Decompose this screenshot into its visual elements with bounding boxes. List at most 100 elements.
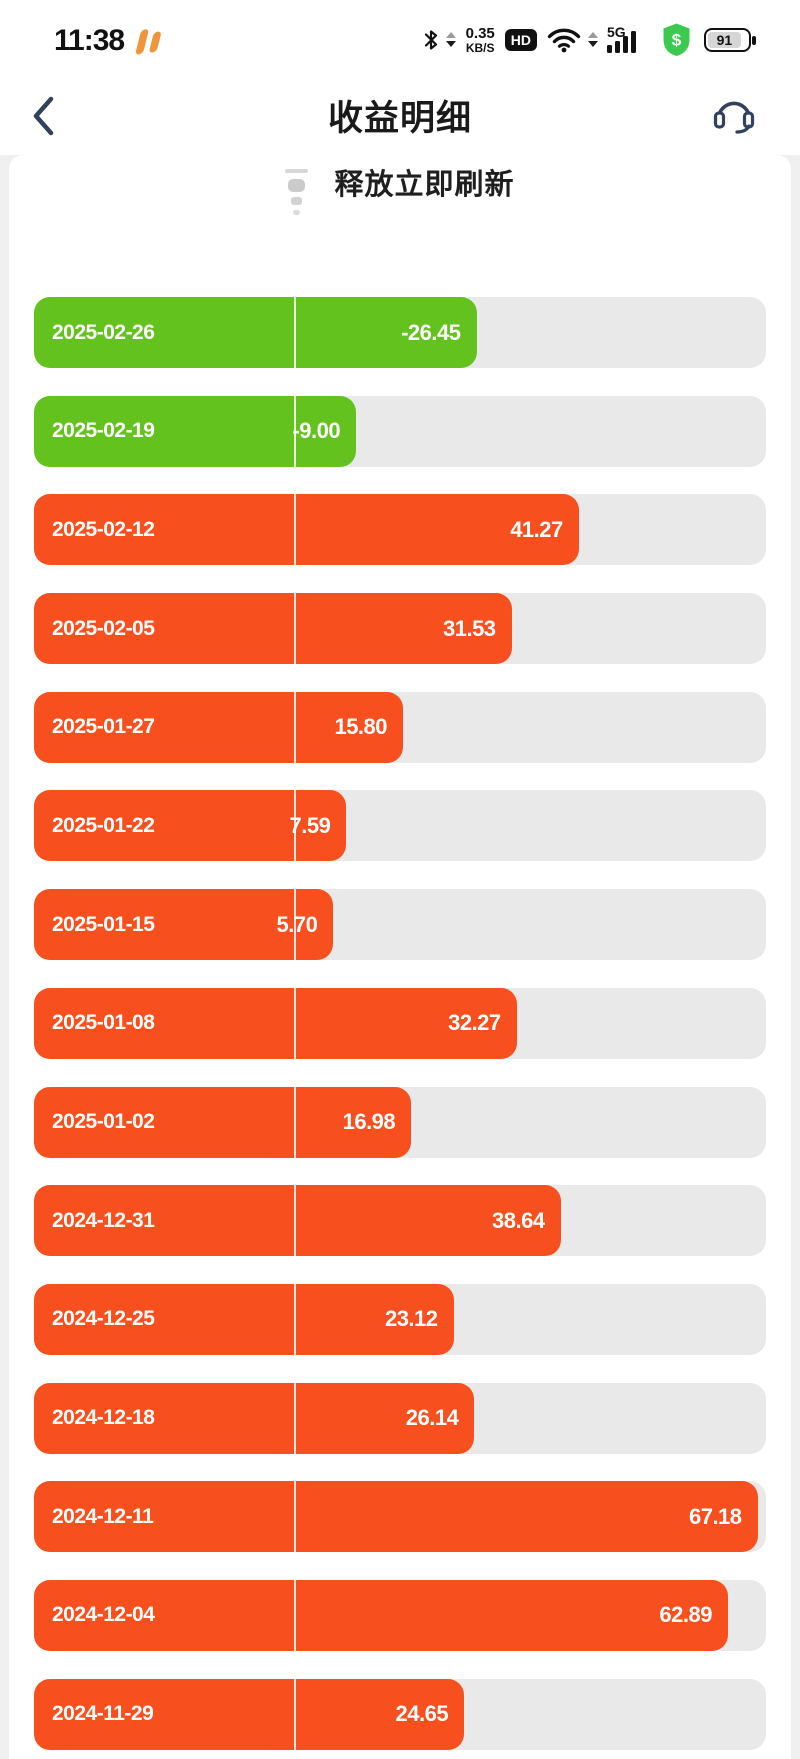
headset-icon [713,101,755,134]
zero-divider-line [294,691,296,763]
earnings-row[interactable]: 2024-12-31 38.64 [34,1185,766,1257]
earnings-row[interactable]: 2025-02-19 -9.00 [34,395,766,467]
clock: 11:38 [54,24,125,57]
hd-badge: HD [504,28,537,51]
zero-divider-line [294,987,296,1059]
earnings-row[interactable]: 2024-12-04 62.89 [34,1579,766,1651]
earnings-row[interactable]: 2025-01-15 5.70 [34,889,766,961]
customer-service-button[interactable] [710,88,758,136]
zero-divider-line [294,1086,296,1158]
row-value-label: 5.70 [276,911,318,937]
row-date-label: 2024-12-25 [52,1307,155,1331]
earnings-bar-positive: 2025-02-05 31.53 [34,593,512,665]
earnings-row[interactable]: 2025-01-22 7.59 [34,790,766,862]
earnings-row[interactable]: 2024-11-29 24.65 [34,1678,766,1750]
row-value-label: 67.18 [688,1503,742,1529]
earnings-bar-positive: 2025-01-22 7.59 [34,790,347,862]
row-value-label: 32.27 [448,1010,501,1036]
earnings-row[interactable]: 2025-02-05 31.53 [34,593,766,665]
network-speed: 0.35 KB/S [466,26,495,54]
network-speed-unit: KB/S [465,40,495,55]
network-type-label: 5G [607,23,626,40]
zero-divider-line [294,297,296,368]
earnings-bar-positive: 2025-01-02 16.98 [34,1086,412,1158]
row-value-label: 15.80 [334,714,388,740]
earnings-bar-positive: 2024-11-29 24.65 [34,1678,465,1750]
row-date-label: 2025-01-08 [52,1011,155,1035]
release-arrow-icon [285,163,309,215]
security-shield-icon: $ [663,23,690,56]
cellular-signal-icon: 5G [607,23,651,53]
pull-to-refresh: 释放立即刷新 [9,163,791,215]
earnings-bar-positive: 2025-01-08 32.27 [34,987,517,1059]
wifi-icon [547,28,581,53]
row-value-label: -26.45 [401,319,461,345]
zero-divider-line [294,1678,296,1750]
row-value-label: 31.53 [442,615,496,641]
status-bar-right: 0.35 KB/S HD 5G $ [422,22,756,57]
row-date-label: 2024-11-29 [52,1702,154,1726]
top-bar-background: 11:38 0.35 KB/S HD [0,0,800,155]
earnings-bar-positive: 2024-12-18 26.14 [34,1382,475,1454]
earnings-row[interactable]: 2025-01-08 32.27 [34,987,766,1059]
earnings-bar-positive: 2024-12-04 62.89 [34,1579,728,1651]
row-date-label: 2025-01-22 [52,813,155,837]
bluetooth-icon [424,29,437,50]
earnings-row[interactable]: 2024-12-11 67.18 [34,1481,766,1553]
row-date-label: 2024-12-04 [52,1603,155,1627]
row-value-label: 26.14 [405,1405,459,1431]
earnings-bar-positive: 2025-01-27 15.80 [34,691,404,763]
row-value-label: 38.64 [492,1207,545,1233]
row-date-label: 2024-12-31 [52,1208,155,1232]
zero-divider-line [294,1185,296,1257]
row-date-label: 2025-02-19 [52,419,155,443]
back-button[interactable] [28,94,58,138]
zero-divider-line [294,1579,296,1651]
zero-divider-line [294,790,296,862]
page-title: 收益明细 [327,99,472,138]
row-date-label: 2024-12-18 [52,1406,155,1430]
row-date-label: 2025-01-15 [52,912,155,936]
earnings-bar-positive: 2024-12-31 38.64 [34,1185,561,1257]
row-value-label: 23.12 [384,1306,438,1332]
earnings-row[interactable]: 2025-02-12 41.27 [34,494,766,566]
earnings-row[interactable]: 2025-01-27 15.80 [34,691,766,763]
battery-indicator: 91 [704,27,756,52]
row-value-label: -9.00 [292,418,341,444]
back-chevron-icon [33,96,54,136]
nav-header: 收益明细 [0,72,800,155]
row-value-label: 16.98 [342,1109,396,1134]
earnings-bar-positive: 2025-02-12 41.27 [34,494,579,566]
zero-divider-line [294,1382,296,1454]
zero-divider-line [294,395,296,467]
row-date-label: 2025-02-26 [52,320,155,344]
earnings-bar-list: 2025-02-26 -26.45 2025-02-19 -9.00 2025-02-1… [34,297,766,1759]
row-date-label: 2024-12-11 [52,1504,154,1528]
earnings-bar-positive: 2025-01-15 5.70 [34,889,334,961]
app-logo-icon [135,28,162,56]
bluetooth-transfer-arrows-icon [445,32,456,47]
shield-dollar-glyph: $ [672,31,682,50]
zero-divider-line [294,1283,296,1355]
zero-divider-line [294,889,296,961]
battery-percent: 91 [716,31,733,48]
row-date-label: 2025-02-05 [52,616,155,640]
row-value-label: 62.89 [659,1602,712,1628]
earnings-row[interactable]: 2025-02-26 -26.45 [34,297,766,368]
row-date-label: 2025-01-02 [52,1110,155,1133]
earnings-bar-negative: 2025-02-26 -26.45 [34,297,477,368]
status-bar: 11:38 0.35 KB/S HD [0,0,800,72]
earnings-bar-negative: 2025-02-19 -9.00 [34,395,357,467]
row-value-label: 7.59 [289,812,331,838]
zero-divider-line [294,1481,296,1553]
content-card: 释放立即刷新 2025-02-26 -26.45 2025-02-19 -9.00 20… [9,155,791,1759]
row-date-label: 2025-02-12 [52,517,155,541]
earnings-bar-positive: 2024-12-25 23.12 [34,1283,454,1355]
wifi-transfer-arrows-icon [588,32,598,47]
earnings-bar-positive: 2024-12-11 67.18 [34,1481,758,1553]
zero-divider-line [294,494,296,566]
earnings-row[interactable]: 2024-12-25 23.12 [34,1283,766,1355]
earnings-row[interactable]: 2025-01-02 16.98 [34,1086,766,1158]
earnings-row[interactable]: 2024-12-18 26.14 [34,1382,766,1454]
